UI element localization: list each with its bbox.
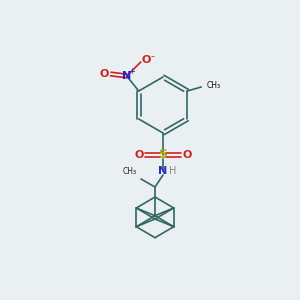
Text: +: + — [128, 67, 135, 76]
Text: O: O — [134, 150, 144, 160]
Text: N: N — [158, 166, 168, 176]
Text: H: H — [169, 166, 177, 176]
Text: O: O — [182, 150, 192, 160]
Text: CH₃: CH₃ — [123, 167, 137, 176]
Text: O: O — [141, 55, 150, 65]
Text: -: - — [151, 51, 155, 61]
Text: CH₃: CH₃ — [206, 82, 220, 91]
Text: O: O — [99, 69, 108, 79]
Text: N: N — [122, 71, 131, 81]
Text: S: S — [158, 148, 167, 161]
